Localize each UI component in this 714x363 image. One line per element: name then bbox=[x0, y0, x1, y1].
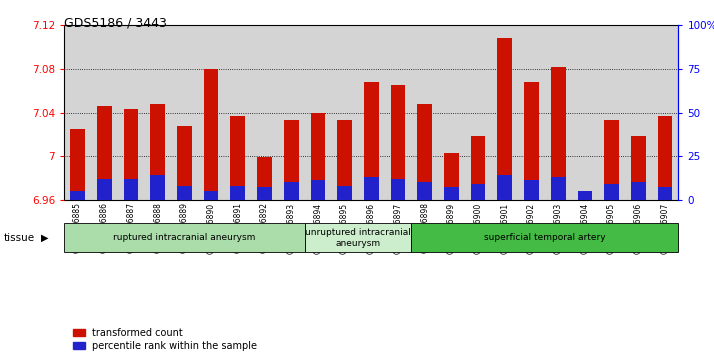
Bar bbox=[231, 186, 245, 200]
Bar bbox=[203, 191, 218, 200]
Text: unruptured intracranial
aneurysm: unruptured intracranial aneurysm bbox=[305, 228, 411, 248]
Text: ▶: ▶ bbox=[41, 233, 49, 243]
Bar bbox=[177, 186, 192, 200]
Bar bbox=[524, 180, 539, 200]
Bar bbox=[284, 120, 298, 200]
Bar bbox=[311, 180, 325, 200]
Bar bbox=[257, 187, 272, 200]
Bar bbox=[498, 175, 512, 200]
Bar bbox=[498, 38, 512, 200]
Bar bbox=[550, 67, 565, 200]
Bar bbox=[471, 136, 486, 200]
Bar bbox=[417, 104, 432, 200]
Bar bbox=[411, 223, 678, 252]
Bar bbox=[364, 82, 378, 200]
Bar bbox=[658, 116, 673, 200]
Bar bbox=[578, 196, 592, 200]
Bar bbox=[524, 82, 539, 200]
Bar bbox=[631, 182, 645, 200]
Bar bbox=[64, 223, 305, 252]
Bar bbox=[203, 69, 218, 200]
Bar bbox=[604, 120, 619, 200]
Text: GDS5186 / 3443: GDS5186 / 3443 bbox=[64, 16, 167, 29]
Bar bbox=[70, 191, 85, 200]
Bar bbox=[177, 126, 192, 200]
Bar bbox=[337, 186, 352, 200]
Bar bbox=[364, 177, 378, 200]
Bar bbox=[151, 175, 165, 200]
Bar bbox=[70, 129, 85, 200]
Bar bbox=[604, 184, 619, 200]
Bar bbox=[257, 157, 272, 200]
Bar bbox=[417, 182, 432, 200]
Bar bbox=[631, 136, 645, 200]
Bar bbox=[97, 106, 111, 200]
Bar bbox=[305, 223, 411, 252]
Bar bbox=[231, 116, 245, 200]
Bar bbox=[97, 179, 111, 200]
Bar bbox=[578, 191, 592, 200]
Bar bbox=[284, 182, 298, 200]
Bar bbox=[124, 109, 139, 200]
Legend: transformed count, percentile rank within the sample: transformed count, percentile rank withi… bbox=[69, 324, 261, 355]
Text: ruptured intracranial aneurysm: ruptured intracranial aneurysm bbox=[114, 233, 256, 242]
Bar bbox=[471, 184, 486, 200]
Bar bbox=[124, 179, 139, 200]
Text: superficial temporal artery: superficial temporal artery bbox=[484, 233, 605, 242]
Bar bbox=[444, 187, 458, 200]
Bar bbox=[444, 153, 458, 200]
Text: tissue: tissue bbox=[4, 233, 35, 243]
Bar bbox=[550, 177, 565, 200]
Bar bbox=[337, 120, 352, 200]
Bar bbox=[391, 85, 406, 200]
Bar bbox=[311, 113, 325, 200]
Bar bbox=[151, 104, 165, 200]
Bar bbox=[658, 187, 673, 200]
Bar bbox=[391, 179, 406, 200]
